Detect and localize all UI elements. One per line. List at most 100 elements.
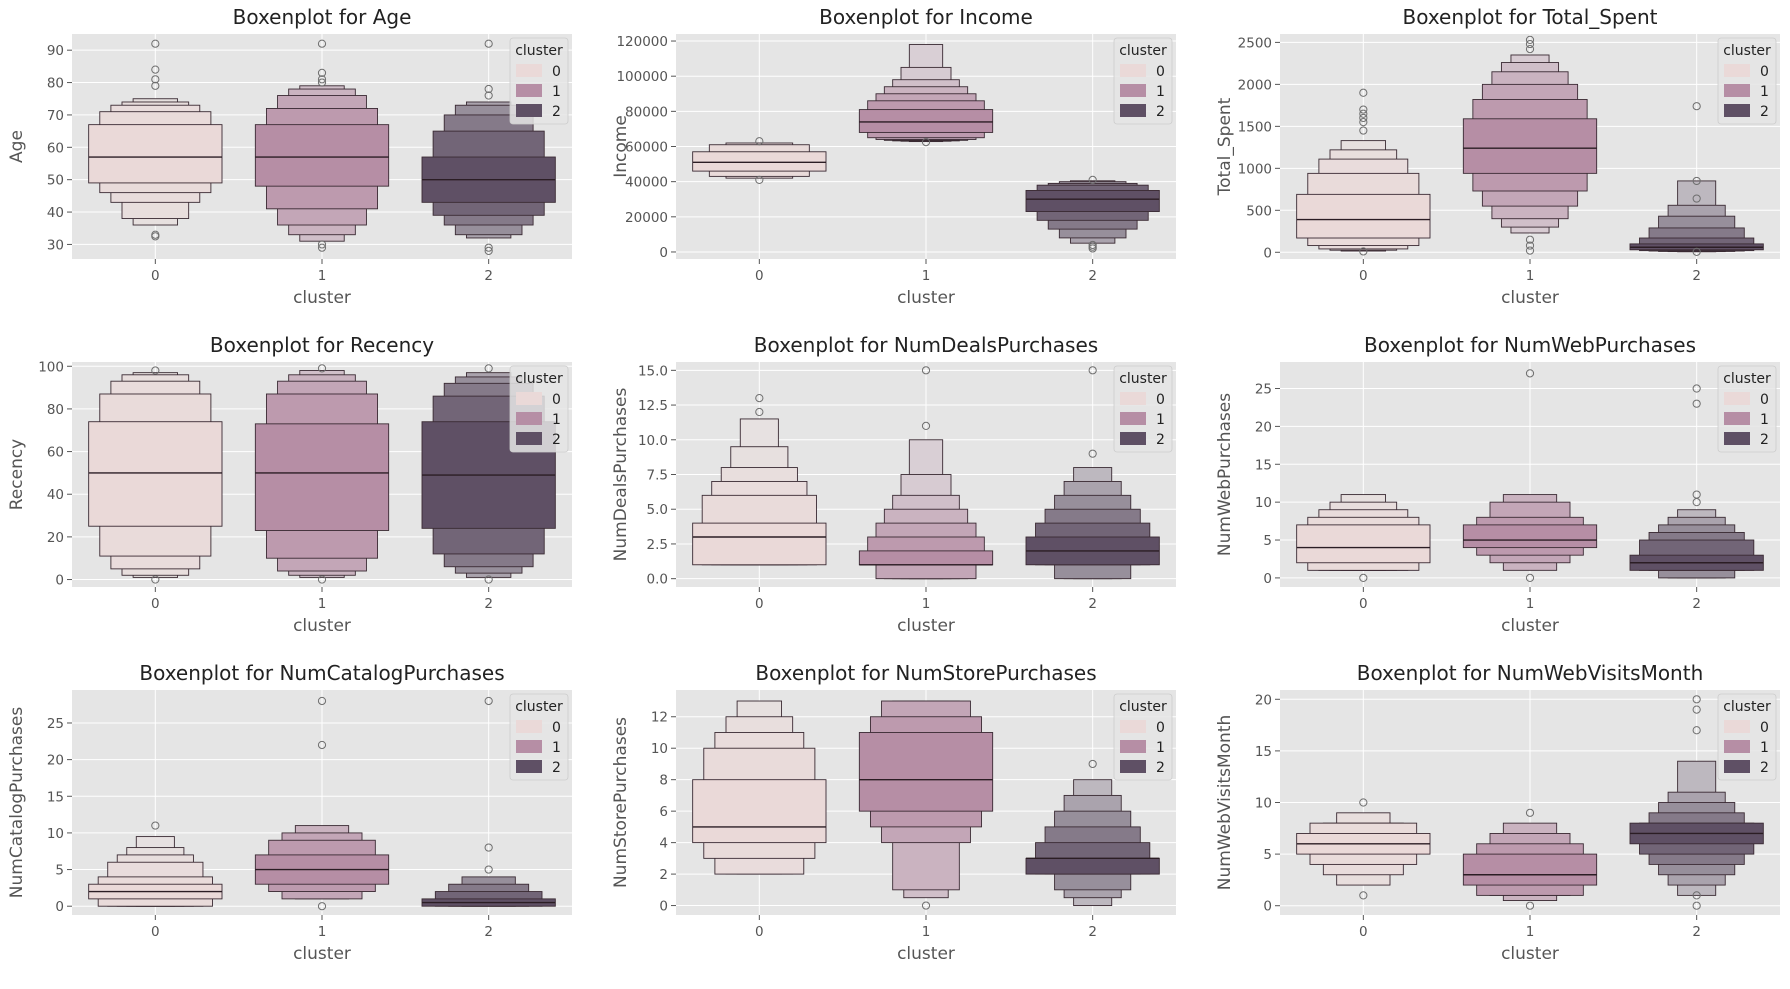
outlier-point	[1692, 176, 1701, 186]
legend-entry: 0	[1760, 720, 1769, 736]
legend-entry: 2	[1760, 104, 1769, 120]
outlier-point	[317, 240, 327, 249]
x-tick-label: 1	[922, 924, 931, 940]
y-axis-label: NumDealsPurchases	[611, 388, 631, 562]
legend-swatch	[1724, 84, 1750, 97]
x-tick-label: 2	[1088, 268, 1097, 284]
outlier-point	[317, 39, 327, 48]
y-tick-label: 6	[659, 804, 668, 820]
panel-title: Boxenplot for Age	[233, 5, 412, 29]
x-tick-label: 2	[1088, 924, 1097, 940]
x-tick-label: 2	[1692, 596, 1701, 612]
outlier-point	[484, 843, 493, 852]
outlier-point	[317, 575, 327, 584]
outlier-point	[151, 65, 160, 74]
x-tick-label: 0	[1359, 924, 1368, 940]
y-tick-label: 50	[47, 173, 64, 189]
x-tick-label: 2	[484, 596, 493, 612]
legend-swatch	[516, 412, 542, 425]
legend-swatch	[516, 760, 542, 773]
legend: cluster 0 1 2	[1717, 37, 1777, 125]
boxen-level-1	[88, 421, 223, 527]
y-tick-label: 500	[1246, 203, 1272, 219]
legend-title: cluster	[515, 699, 563, 715]
legend-swatch	[516, 740, 542, 753]
outlier-point	[1525, 45, 1535, 54]
boxen-cluster-0	[1296, 494, 1431, 583]
y-tick-label: 1000	[1238, 161, 1272, 177]
y-tick-label: 12.5	[638, 398, 668, 414]
y-tick-label: 15	[47, 789, 64, 805]
y-tick-label: 0.0	[647, 572, 668, 588]
outlier-point	[1692, 726, 1701, 735]
boxen-cluster-2	[1629, 102, 1764, 256]
outlier-point	[484, 696, 493, 706]
boxen-cluster-0	[88, 821, 223, 907]
x-tick-label: 1	[1526, 924, 1535, 940]
x-tick-label: 2	[1088, 596, 1097, 612]
legend-frame	[1717, 37, 1777, 125]
y-tick-label: 0	[1263, 245, 1272, 261]
legend-entry: 1	[1760, 84, 1769, 100]
boxen-level-1	[858, 550, 994, 566]
panel-title: Boxenplot for NumCatalogPurchases	[139, 661, 504, 685]
x-axis-label: cluster	[1501, 616, 1559, 636]
legend-swatch	[1120, 392, 1146, 405]
x-tick-label: 0	[151, 924, 160, 940]
x-tick-label: 0	[755, 924, 764, 940]
y-tick-label: 120000	[616, 34, 668, 50]
legend-title: cluster	[1119, 43, 1167, 59]
x-tick-label: 2	[484, 268, 493, 284]
legend-entry: 1	[1156, 84, 1165, 100]
x-axis-label: cluster	[897, 288, 955, 308]
boxen-level-1	[1025, 189, 1160, 212]
legend-entry: 2	[1156, 104, 1165, 120]
y-tick-label: 80	[47, 402, 64, 418]
outlier-point	[755, 137, 764, 146]
legend-swatch	[1724, 104, 1750, 117]
outlier-point	[484, 91, 493, 100]
panel-3: 0 500 1000 1500 2000 2500 0 1 2 Boxenplot for Tot…	[1215, 5, 1780, 308]
legend-frame	[1113, 693, 1173, 781]
boxen-level-1	[1296, 193, 1431, 239]
legend-swatch	[1120, 740, 1146, 753]
legend-entry: 0	[552, 64, 561, 80]
y-tick-label: 4	[659, 836, 668, 852]
boxen-level-1	[254, 423, 390, 531]
x-axis-label: cluster	[897, 944, 955, 964]
y-tick-label: 5.0	[647, 502, 668, 518]
legend-title: cluster	[1119, 371, 1167, 387]
boxen-cluster-1	[858, 366, 994, 580]
outlier-point	[484, 865, 493, 874]
legend-entry: 0	[1760, 64, 1769, 80]
boxen-cluster-0	[1296, 88, 1431, 256]
legend-entry: 2	[1156, 432, 1165, 448]
boxen-cluster-1	[1462, 808, 1598, 910]
boxen-cluster-0	[692, 137, 827, 184]
y-tick-label: 90	[47, 43, 64, 59]
legend-entry: 0	[1156, 720, 1165, 736]
x-axis-label: cluster	[897, 616, 955, 636]
x-tick-label: 1	[922, 268, 931, 284]
y-tick-label: 12	[651, 710, 668, 726]
outlier-point	[151, 75, 160, 84]
outlier-point	[1692, 194, 1701, 203]
outlier-point	[1692, 102, 1701, 111]
y-tick-label: 15	[1255, 744, 1272, 760]
boxen-level-1	[254, 124, 390, 187]
legend-frame	[1113, 365, 1173, 453]
outlier-point	[1692, 399, 1701, 408]
x-axis-label: cluster	[1501, 944, 1559, 964]
legend-swatch	[516, 64, 542, 77]
legend-swatch	[1724, 720, 1750, 733]
outlier-point	[1692, 384, 1701, 393]
legend-entry: 1	[1156, 740, 1165, 756]
x-tick-label: 2	[1692, 268, 1701, 284]
legend-swatch	[516, 104, 542, 117]
boxen-cluster-0	[692, 700, 827, 875]
y-tick-label: 100000	[616, 69, 668, 85]
y-tick-label: 80000	[625, 104, 668, 120]
y-tick-label: 60	[47, 445, 64, 461]
